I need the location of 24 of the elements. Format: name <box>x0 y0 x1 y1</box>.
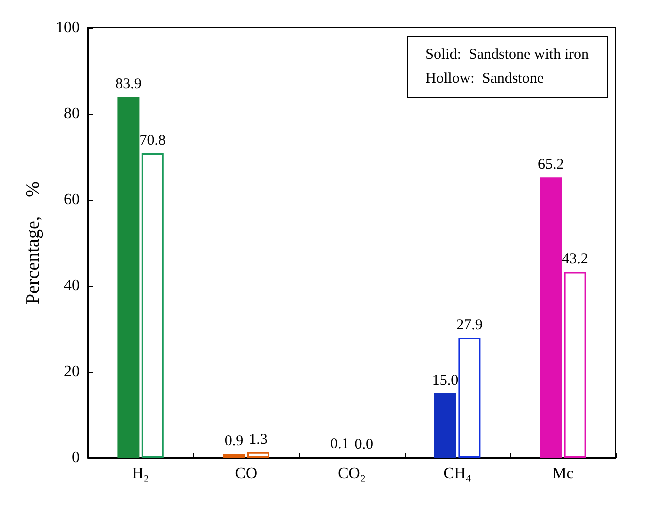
data-label: 15.0 <box>432 373 459 389</box>
annotation: Hollow: Sandstone <box>426 70 545 89</box>
y-tick-label: 100 <box>56 20 80 36</box>
y-tick-label: 0 <box>72 450 80 466</box>
x-tick-label: Mc <box>552 466 574 482</box>
data-label: 27.9 <box>456 318 483 334</box>
x-tick-label: H₂ <box>132 466 150 482</box>
x-tick-label: CO <box>235 466 258 482</box>
annotation: Solid: Sandstone with iron <box>426 46 589 65</box>
data-label: 83.9 <box>116 76 142 93</box>
x-tick-label: CH₄ <box>444 466 472 482</box>
y-tick-label: 20 <box>64 364 80 380</box>
y-tick-label: 80 <box>64 106 80 122</box>
y-tick-label: 40 <box>64 278 80 294</box>
data-label: 65.2 <box>538 157 564 174</box>
data-label: 0.0 <box>354 436 374 453</box>
x-tick-label: CO₂ <box>338 466 366 482</box>
y-axis-title: Percentage, % <box>23 181 44 304</box>
data-label: 0.1 <box>330 436 350 453</box>
y-tick-label: 60 <box>64 192 80 208</box>
data-label: 70.8 <box>140 133 166 150</box>
data-label: 43.2 <box>562 252 588 268</box>
data-label: 0.9 <box>224 434 244 450</box>
data-label: 1.3 <box>249 432 268 448</box>
